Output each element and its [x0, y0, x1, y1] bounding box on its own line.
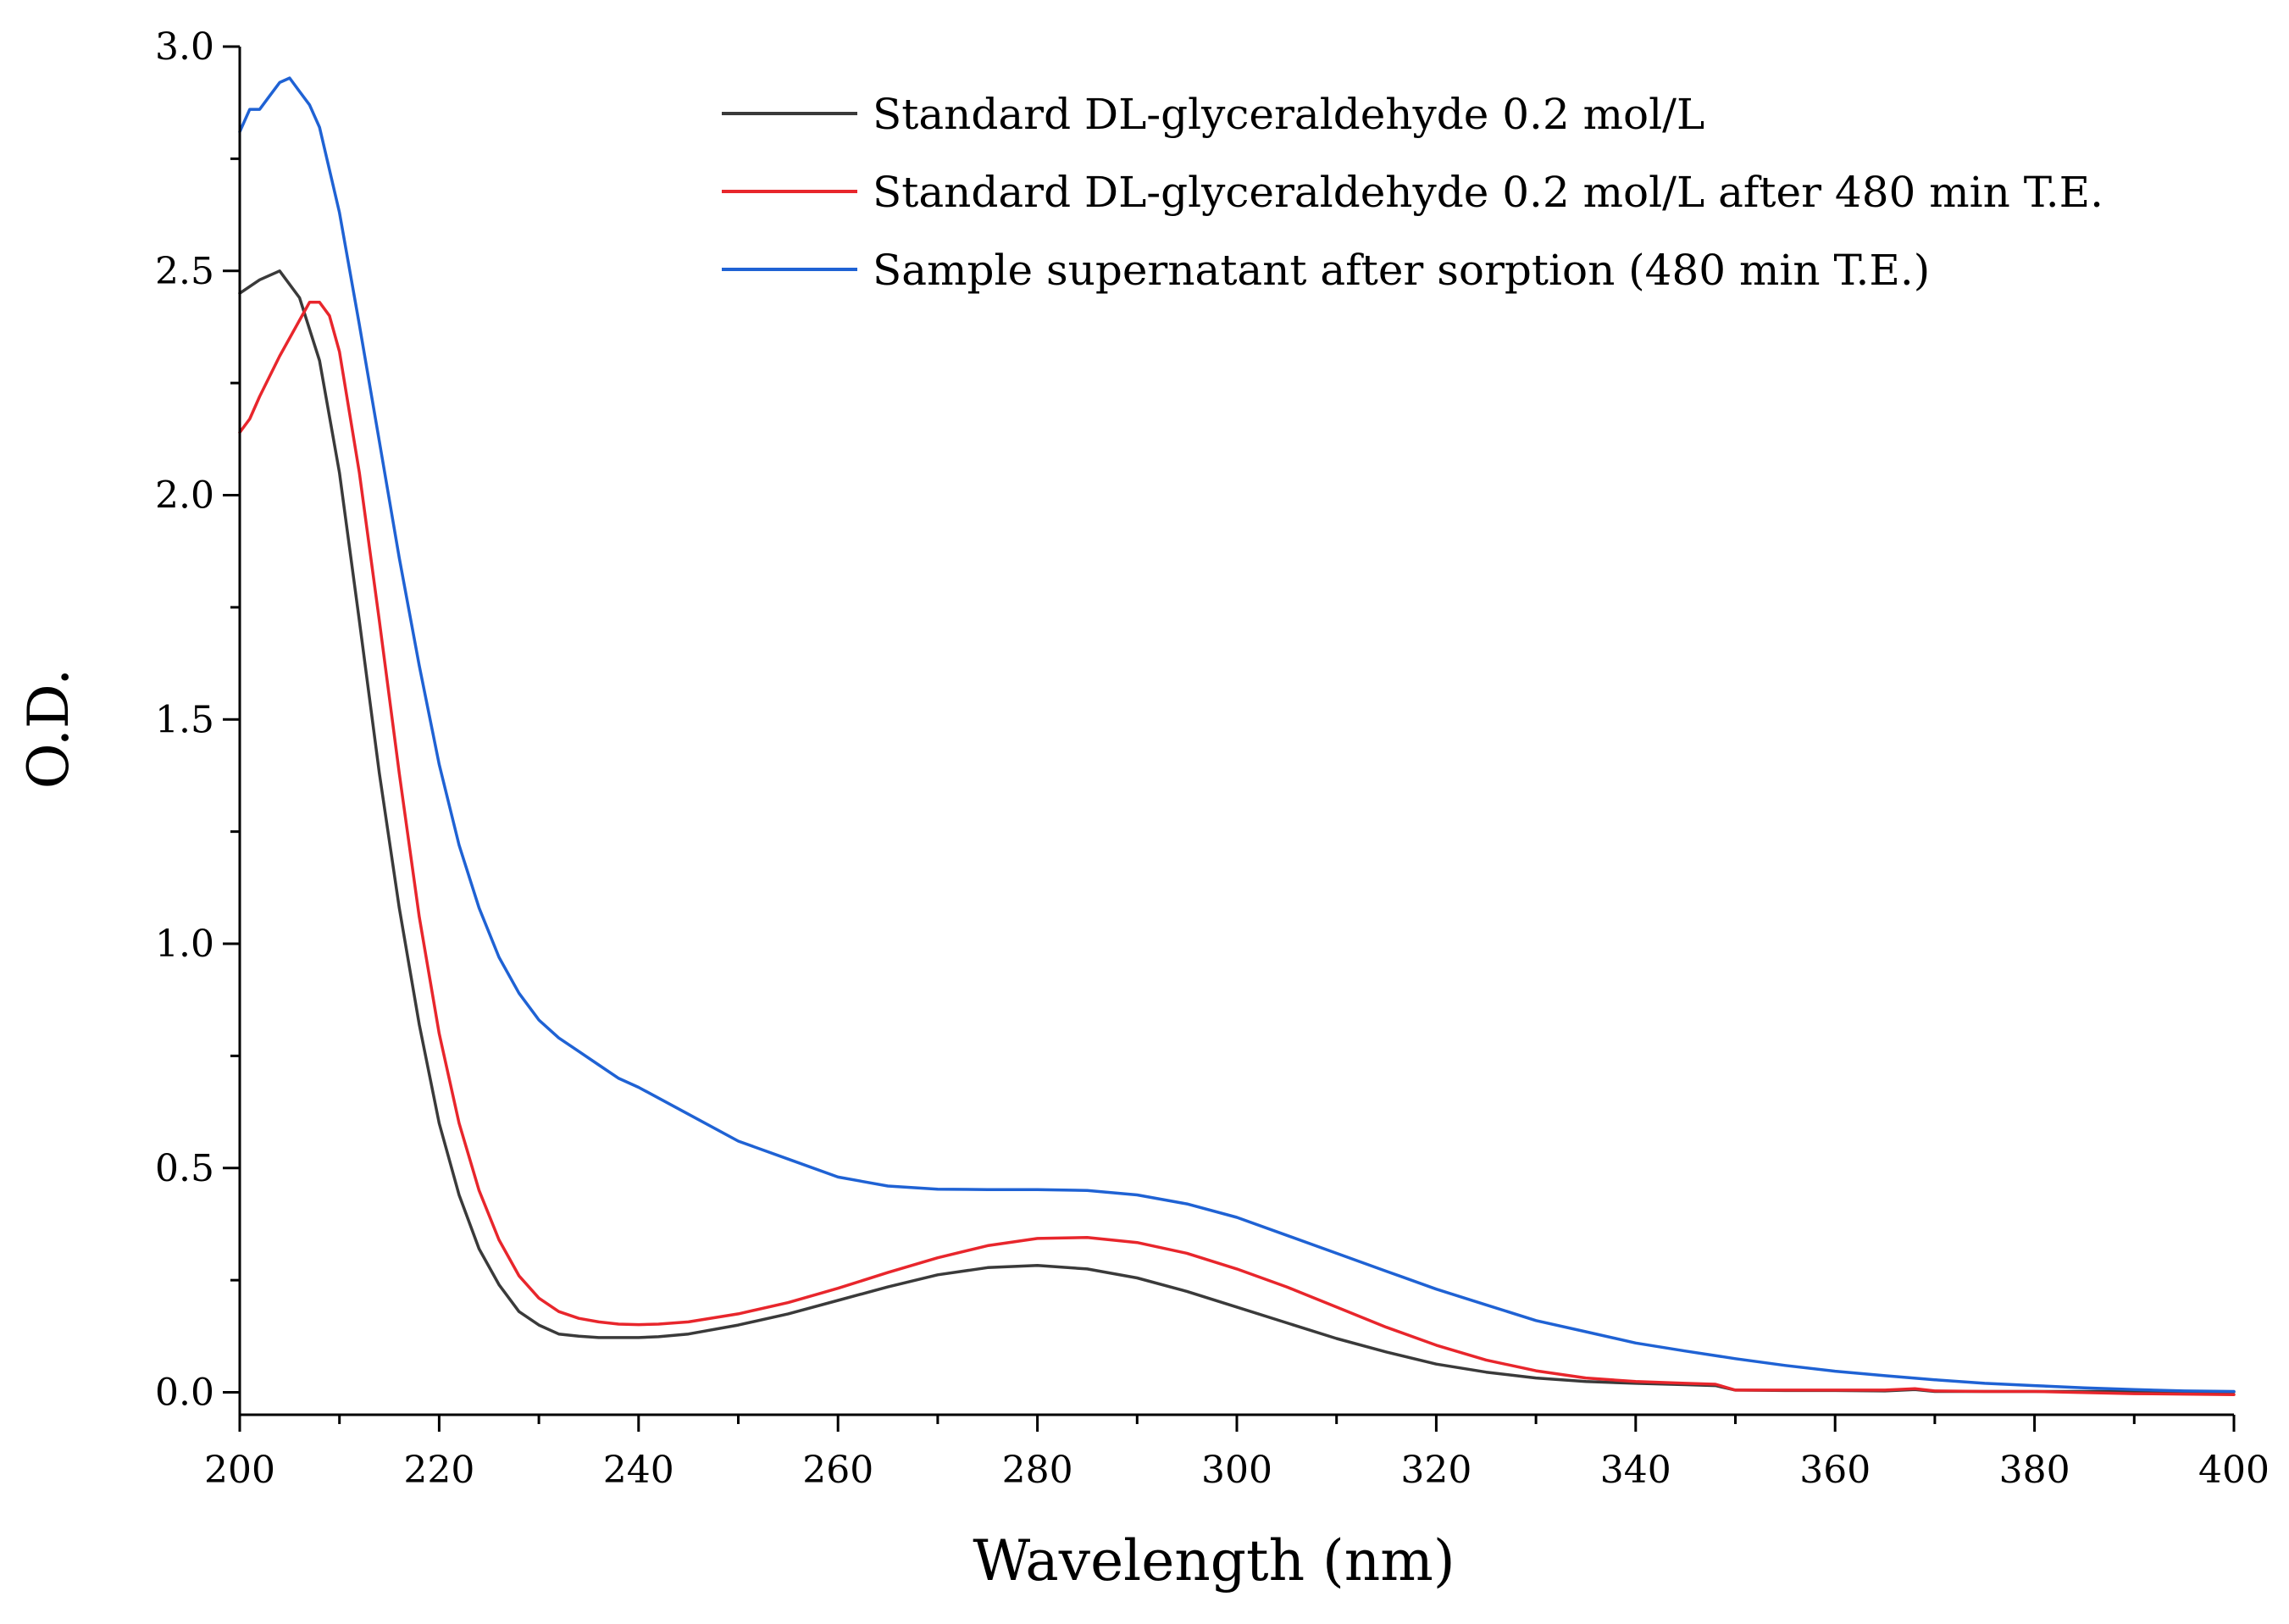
legend-entry-2: Sample supernatant after sorption (480 m… [722, 246, 1930, 295]
x-tick-label: 240 [603, 1449, 674, 1492]
x-tick-label: 360 [1799, 1449, 1871, 1492]
x-tick-label: 300 [1201, 1449, 1272, 1492]
series-line-1 [238, 301, 2236, 1396]
y-tick-label: 0.5 [155, 1147, 214, 1190]
y-ticks: 0.0 0.5 1.0 1.5 2.0 2.5 3.0 [155, 25, 240, 1415]
x-axis-title: Wavelength (nm) [973, 1528, 1455, 1594]
legend-entry-1: Standard DL-glyceraldehyde 0.2 mol/L aft… [722, 168, 2103, 217]
x-tick-label: 220 [403, 1449, 474, 1492]
x-tick-label: 200 [204, 1449, 275, 1492]
x-tick-label: 400 [2198, 1449, 2270, 1492]
y-tick-label: 0.0 [155, 1372, 214, 1415]
legend-label-2: Sample supernatant after sorption (480 m… [873, 246, 1930, 295]
y-tick-label: 2.5 [155, 250, 214, 293]
legend-label-0: Standard DL-glyceraldehyde 0.2 mol/L [873, 90, 1704, 139]
x-tick-label: 280 [1002, 1449, 1073, 1492]
y-tick-label: 1.0 [155, 923, 214, 966]
y-axis-title: O.D. [16, 668, 81, 790]
x-tick-label: 340 [1600, 1449, 1671, 1492]
y-tick-label: 2.0 [155, 474, 214, 518]
series-line-0 [238, 269, 2236, 1394]
y-tick-label: 1.5 [155, 698, 214, 741]
series-line-2 [238, 76, 2236, 1394]
x-tick-label: 260 [802, 1449, 873, 1492]
legend: Standard DL-glyceraldehyde 0.2 mol/L Sta… [722, 90, 2103, 295]
x-tick-label: 320 [1400, 1449, 1472, 1492]
y-tick-label: 3.0 [155, 25, 214, 69]
legend-entry-0: Standard DL-glyceraldehyde 0.2 mol/L [722, 90, 1704, 139]
x-ticks: 200 220 240 260 280 300 320 340 360 380 400 [204, 1415, 2270, 1492]
legend-label-1: Standard DL-glyceraldehyde 0.2 mol/L aft… [873, 168, 2103, 217]
x-tick-label: 380 [1999, 1449, 2070, 1492]
series-lines [238, 76, 2236, 1396]
